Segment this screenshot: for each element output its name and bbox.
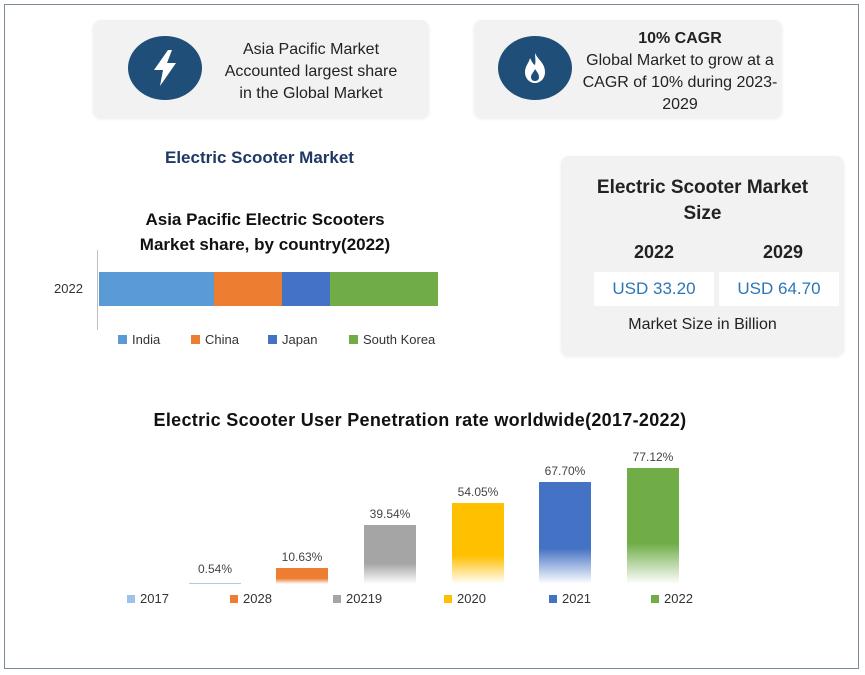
legend-label: 20219 — [346, 591, 383, 606]
legend-item: India — [118, 332, 160, 347]
chart-title-line: Market share, by country(2022) — [139, 235, 391, 254]
bar-segment-china — [214, 272, 283, 306]
chart-title-line: Asia Pacific Electric Scooters — [145, 210, 385, 229]
asia-pacific-info-card: Asia Pacific Market Accounted largest sh… — [93, 20, 429, 118]
icon-circle — [498, 36, 572, 100]
info-line: Global Market to grow at a — [586, 52, 774, 69]
stacked-bar — [99, 272, 438, 306]
legend-label: 2017 — [140, 591, 169, 606]
legend-label: Japan — [282, 332, 318, 347]
column-bar — [627, 468, 679, 584]
legend-label: South Korea — [363, 332, 436, 347]
cagr-info-text: 10% CAGR Global Market to grow at a CAGR… — [582, 28, 778, 116]
info-line: Accounted largest share — [224, 63, 398, 80]
column-bar — [364, 524, 416, 584]
market-size-title-line: Size — [683, 203, 722, 224]
data-label: 10.63% — [281, 550, 323, 564]
year-label-2022: 2022 — [633, 242, 675, 262]
legend-swatch — [191, 335, 200, 344]
legend-swatch — [349, 335, 358, 344]
legend-swatch — [444, 594, 452, 603]
legend-swatch — [127, 594, 135, 603]
data-label: 54.05% — [457, 484, 499, 499]
cagr-title: 10% CAGR — [638, 30, 722, 47]
legend-item: South Korea — [349, 332, 435, 347]
unit-label: Market Size in Billion — [628, 316, 777, 333]
market-size-title-line: Electric Scooter Market — [596, 177, 809, 198]
market-size-card: Electric Scooter Market Size 2022 2029 U… — [561, 156, 844, 356]
info-line: in the Global Market — [239, 85, 383, 102]
legend-label: 2022 — [664, 591, 693, 606]
legend-swatch — [268, 335, 277, 344]
icon-circle — [128, 36, 202, 100]
info-line: CAGR of 10% during 2023- — [582, 74, 778, 91]
legend-item: Japan — [268, 332, 317, 347]
column-bar — [452, 502, 504, 584]
legend-item: 2017 — [127, 591, 169, 606]
legend-item: 2028 — [230, 591, 272, 606]
column-bar — [189, 583, 241, 584]
legend-swatch — [118, 335, 127, 344]
column-bar — [539, 482, 591, 584]
market-size-title: Electric Scooter Market Size — [561, 175, 844, 227]
data-label: 0.54% — [197, 562, 233, 576]
legend-label: India — [132, 332, 161, 347]
bar-segment-india — [99, 272, 215, 306]
legend-label: 2028 — [243, 591, 272, 606]
stacked-chart-title: Asia Pacific Electric Scooters Market sh… — [95, 207, 435, 257]
lightning-bolt-icon — [154, 50, 176, 86]
legend-label: 2021 — [562, 591, 591, 606]
outer-frame — [4, 4, 859, 669]
legend-swatch — [230, 594, 238, 603]
legend-item: 2021 — [549, 591, 591, 606]
section-title: Electric Scooter Market — [165, 148, 354, 167]
legend-item: 2022 — [651, 591, 693, 606]
data-label: 67.70% — [544, 464, 586, 479]
legend-label: 2020 — [457, 591, 486, 606]
bar-segment-japan — [282, 272, 330, 306]
legend-swatch — [549, 594, 557, 603]
value-box-2022: USD 33.20 — [594, 272, 714, 306]
category-label: 2022 — [54, 281, 83, 296]
legend-swatch — [333, 594, 341, 603]
column-bar — [276, 568, 328, 584]
asia-pacific-info-text: Asia Pacific Market Accounted largest sh… — [211, 39, 411, 105]
legend-item: 20219 — [333, 591, 382, 606]
flame-icon — [525, 53, 545, 83]
legend-item: 2020 — [444, 591, 486, 606]
info-line: Asia Pacific Market — [242, 41, 380, 58]
data-label: 39.54% — [369, 506, 411, 521]
legend-label: China — [205, 332, 239, 347]
penetration-chart-title: Electric Scooter User Penetration rate w… — [153, 410, 687, 430]
bar-segment-south-korea — [329, 272, 438, 306]
legend-item: China — [191, 332, 239, 347]
legend-swatch — [651, 594, 659, 603]
year-label-2029: 2029 — [762, 242, 804, 262]
cagr-info-card: 10% CAGR Global Market to grow at a CAGR… — [474, 20, 782, 118]
info-line: 2029 — [662, 96, 698, 113]
data-label: 77.12% — [632, 450, 674, 464]
value-box-2029: USD 64.70 — [719, 272, 839, 306]
y-axis-line — [97, 250, 98, 330]
